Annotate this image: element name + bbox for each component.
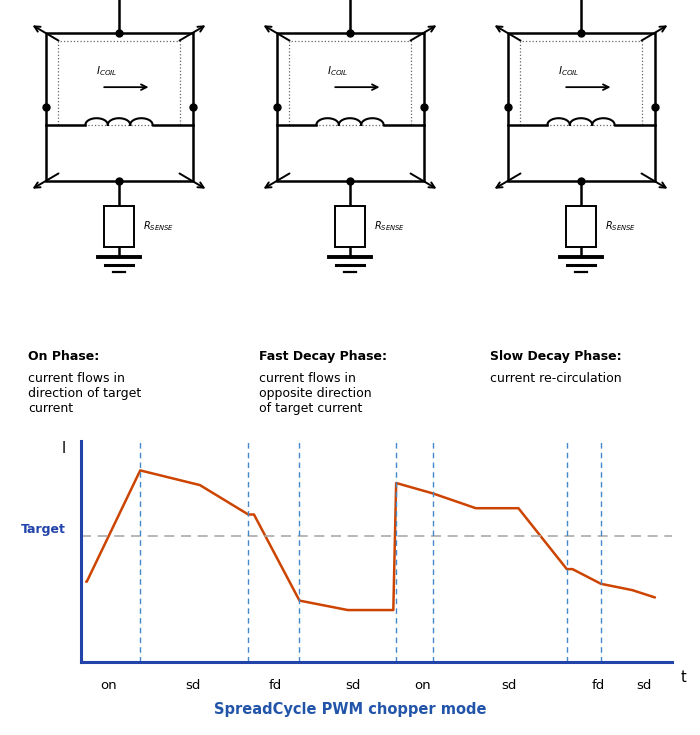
Text: current re-circulation: current re-circulation: [490, 373, 622, 385]
Text: $I_{COIL}$: $I_{COIL}$: [96, 64, 117, 78]
Bar: [508, 33, 654, 181]
Text: $R_{SENSE}$: $R_{SENSE}$: [605, 220, 636, 233]
Text: current flows in
direction of target
current: current flows in direction of target cur…: [28, 373, 141, 415]
Bar: [335, 206, 365, 247]
Bar: [58, 41, 180, 125]
Text: $I_{COIL}$: $I_{COIL}$: [327, 64, 348, 78]
Text: I: I: [62, 441, 66, 456]
Text: fd: fd: [592, 679, 605, 692]
Text: sd: sd: [502, 679, 517, 692]
Text: sd: sd: [636, 679, 651, 692]
Text: current flows in
opposite direction
of target current: current flows in opposite direction of t…: [259, 373, 372, 415]
Text: on: on: [101, 679, 117, 692]
Text: Fast Decay Phase:: Fast Decay Phase:: [259, 350, 387, 363]
Text: Target: Target: [21, 523, 66, 536]
Bar: [566, 206, 596, 247]
Text: $R_{SENSE}$: $R_{SENSE}$: [374, 220, 405, 233]
Bar: [520, 41, 642, 125]
Text: sd: sd: [186, 679, 201, 692]
Bar: [46, 33, 192, 181]
Text: SpreadCycle PWM chopper mode: SpreadCycle PWM chopper mode: [214, 702, 486, 717]
Bar: [104, 206, 134, 247]
Bar: [276, 33, 424, 181]
Text: Slow Decay Phase:: Slow Decay Phase:: [490, 350, 622, 363]
Text: On Phase:: On Phase:: [28, 350, 99, 363]
Text: $I_{COIL}$: $I_{COIL}$: [558, 64, 579, 78]
Text: t: t: [681, 670, 687, 685]
Text: on: on: [414, 679, 430, 692]
Text: $R_{SENSE}$: $R_{SENSE}$: [143, 220, 174, 233]
Bar: [289, 41, 411, 125]
Text: sd: sd: [345, 679, 361, 692]
Text: fd: fd: [269, 679, 282, 692]
